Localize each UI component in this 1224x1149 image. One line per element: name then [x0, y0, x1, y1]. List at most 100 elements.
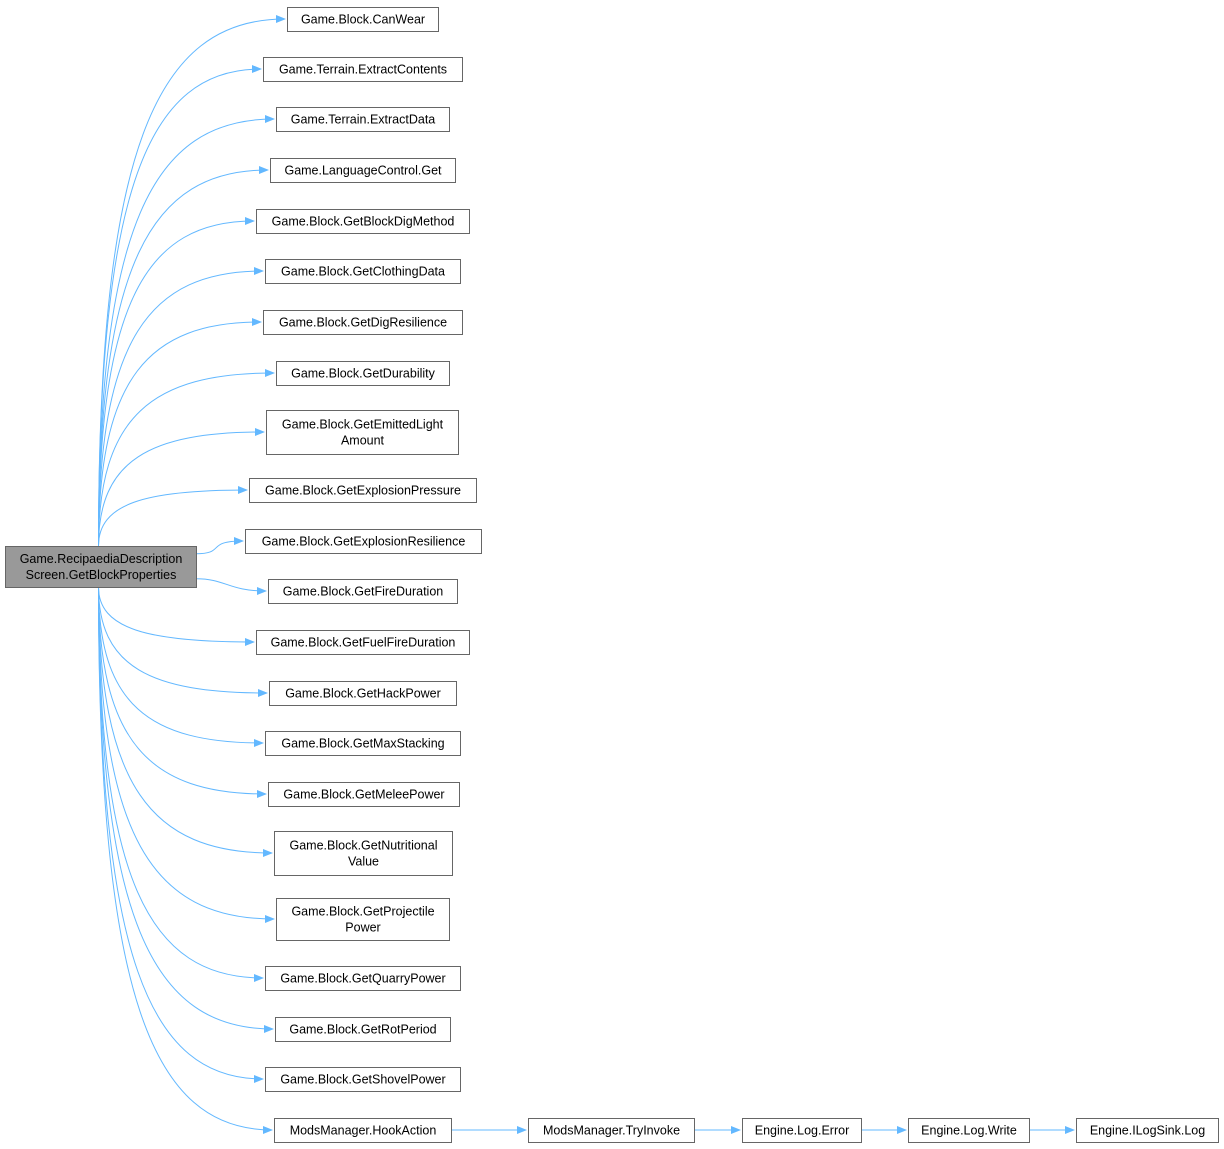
- edge-root-to-projectile: [98, 586, 275, 923]
- node-canwear[interactable]: Game.Block.CanWear: [287, 7, 439, 32]
- edge-root-to-explpressure: [98, 486, 248, 547]
- node-box: [256, 630, 470, 655]
- edge-root-to-fuelfire: [98, 586, 255, 646]
- node-box: [287, 7, 439, 32]
- node-box: [908, 1118, 1030, 1143]
- node-extractcontents[interactable]: Game.Terrain.ExtractContents: [263, 57, 463, 82]
- node-clothing[interactable]: Game.Block.GetClothingData: [265, 259, 461, 284]
- node-ilogsink[interactable]: Engine.ILogSink.Log: [1076, 1118, 1219, 1143]
- node-label: Game.Block.CanWear: [301, 13, 425, 27]
- node-extractdata[interactable]: Game.Terrain.ExtractData: [276, 107, 450, 132]
- edge-root-to-hookaction: [98, 586, 273, 1134]
- node-label: Game.Block.GetShovelPower: [280, 1073, 445, 1087]
- node-nutrition[interactable]: Game.Block.GetNutritional Value: [274, 831, 453, 876]
- node-label: Engine.Log.Write: [921, 1124, 1017, 1138]
- edge-root-to-extractdata: [98, 115, 275, 547]
- edge-root-to-melee: [98, 586, 267, 798]
- node-label: Game.Block.GetHackPower: [285, 687, 441, 701]
- node-label: Screen.GetBlockProperties: [26, 568, 177, 582]
- node-label: Game.RecipaediaDescription: [20, 552, 183, 566]
- node-label: Game.Block.GetProjectile: [291, 905, 434, 919]
- node-explpressure[interactable]: Game.Block.GetExplosionPressure: [249, 478, 477, 503]
- node-hookaction[interactable]: ModsManager.HookAction: [274, 1118, 452, 1143]
- node-label: Game.Terrain.ExtractData: [291, 113, 436, 127]
- node-box: [265, 259, 461, 284]
- node-label: Game.Terrain.ExtractContents: [279, 63, 447, 77]
- node-digmethod[interactable]: Game.Block.GetBlockDigMethod: [256, 209, 470, 234]
- node-box: [5, 546, 197, 588]
- node-maxstack[interactable]: Game.Block.GetMaxStacking: [265, 731, 461, 756]
- node-tryinvoke[interactable]: ModsManager.TryInvoke: [528, 1118, 695, 1143]
- edges-layer: [98, 15, 1075, 1134]
- edge-root-to-canwear: [98, 15, 286, 547]
- node-shovel[interactable]: Game.Block.GetShovelPower: [265, 1067, 461, 1092]
- node-label: Power: [345, 921, 380, 935]
- node-langget[interactable]: Game.LanguageControl.Get: [270, 158, 456, 183]
- nodes-layer: Game.RecipaediaDescription Screen.GetBloc…: [5, 7, 1219, 1143]
- node-label: Amount: [341, 434, 385, 448]
- node-label: ModsManager.HookAction: [290, 1124, 437, 1138]
- node-box: [266, 410, 459, 455]
- node-box: [268, 579, 458, 604]
- edge-root-to-digres: [98, 318, 262, 547]
- node-rot[interactable]: Game.Block.GetRotPeriod: [275, 1017, 451, 1042]
- edge-root-to-maxstack: [98, 586, 264, 747]
- edge-root-to-langget: [98, 166, 269, 547]
- node-label: Value: [348, 855, 379, 869]
- node-box: [263, 310, 463, 335]
- node-box: [1076, 1118, 1219, 1143]
- node-box: [274, 831, 453, 876]
- edge-root-to-rot: [98, 586, 274, 1033]
- node-box: [276, 898, 450, 941]
- node-box: [742, 1118, 862, 1143]
- node-root[interactable]: Game.RecipaediaDescription Screen.GetBloc…: [5, 546, 197, 588]
- node-label: Game.LanguageControl.Get: [284, 164, 442, 178]
- node-melee[interactable]: Game.Block.GetMeleePower: [268, 782, 460, 807]
- edge-root-to-nutrition: [98, 586, 273, 857]
- node-hackpower[interactable]: Game.Block.GetHackPower: [269, 681, 457, 706]
- edge-root-to-extractcontents: [98, 65, 262, 547]
- node-box: [256, 209, 470, 234]
- edge-root-to-quarry: [98, 586, 264, 982]
- edge-root-to-shovel: [98, 586, 264, 1083]
- node-box: [249, 478, 477, 503]
- edge-root-to-digmethod: [98, 217, 255, 547]
- node-label: Game.Block.GetBlockDigMethod: [272, 215, 455, 229]
- node-projectile[interactable]: Game.Block.GetProjectile Power: [276, 898, 450, 941]
- edge-root-to-explres: [195, 537, 244, 555]
- node-fuelfire[interactable]: Game.Block.GetFuelFireDuration: [256, 630, 470, 655]
- node-box: [265, 1067, 461, 1092]
- edge-root-to-hackpower: [98, 586, 268, 697]
- node-label: Game.Block.GetDurability: [291, 367, 436, 381]
- node-box: [275, 1017, 451, 1042]
- node-label: Game.Block.GetFuelFireDuration: [271, 636, 456, 650]
- node-label: Game.Block.GetDigResilience: [279, 316, 447, 330]
- node-quarry[interactable]: Game.Block.GetQuarryPower: [265, 966, 461, 991]
- node-fireduration[interactable]: Game.Block.GetFireDuration: [268, 579, 458, 604]
- node-label: Game.Block.GetEmittedLight: [282, 418, 444, 432]
- node-label: Game.Block.GetRotPeriod: [289, 1023, 436, 1037]
- node-label: Engine.ILogSink.Log: [1090, 1124, 1205, 1138]
- node-label: Game.Block.GetMaxStacking: [281, 737, 444, 751]
- node-logwrite[interactable]: Engine.Log.Write: [908, 1118, 1030, 1143]
- node-box: [528, 1118, 695, 1143]
- node-label: Game.Block.GetQuarryPower: [280, 972, 445, 986]
- node-durability[interactable]: Game.Block.GetDurability: [276, 361, 450, 386]
- node-label: Game.Block.GetExplosionPressure: [265, 484, 461, 498]
- node-box: [276, 361, 450, 386]
- node-label: Game.Block.GetMeleePower: [283, 788, 444, 802]
- edge-root-to-clothing: [98, 267, 264, 547]
- node-explres[interactable]: Game.Block.GetExplosionResilience: [245, 529, 482, 554]
- node-box: [269, 681, 457, 706]
- node-box: [270, 158, 456, 183]
- node-digres[interactable]: Game.Block.GetDigResilience: [263, 310, 463, 335]
- node-box: [274, 1118, 452, 1143]
- node-box: [245, 529, 482, 554]
- node-logerror[interactable]: Engine.Log.Error: [742, 1118, 862, 1143]
- edge-root-to-emitted: [98, 428, 265, 547]
- node-label: Game.Block.GetExplosionResilience: [262, 535, 466, 549]
- node-box: [268, 782, 460, 807]
- node-box: [265, 966, 461, 991]
- node-emitted[interactable]: Game.Block.GetEmittedLight Amount: [266, 410, 459, 455]
